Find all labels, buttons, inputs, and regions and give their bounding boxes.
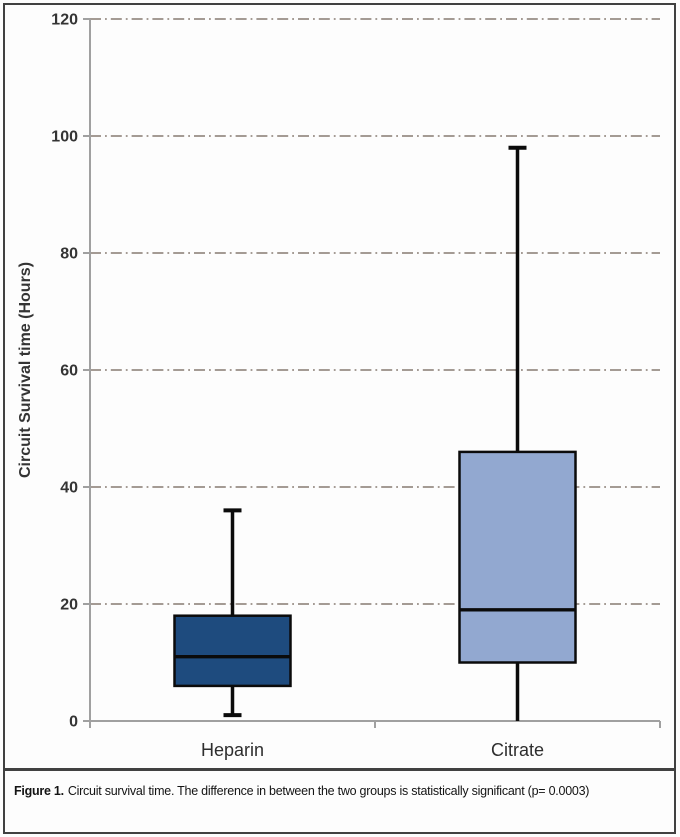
x-category-label-citrate: Citrate	[491, 740, 544, 760]
caption-label: Figure 1.	[14, 784, 64, 798]
iqr-box-citrate	[458, 450, 577, 664]
boxplot-chart: 0 20 40 60 80 100 120 Circuit Survival time (Ho…	[17, 12, 661, 760]
iqr-box-heparin	[173, 614, 292, 688]
y-tick-label-100: 100	[51, 129, 78, 146]
y-tick-label-40: 40	[60, 480, 78, 497]
caption-text: Circuit survival time. The difference in…	[67, 784, 590, 798]
y-tick-label-60: 60	[60, 363, 78, 380]
box-group-heparin	[173, 508, 292, 718]
figure-caption: Figure 1. Circuit survival time. The diff…	[6, 771, 674, 831]
caption-divider	[4, 768, 675, 771]
y-tick-label-0: 0	[69, 714, 78, 731]
x-category-label-heparin: Heparin	[201, 740, 264, 760]
y-tick-label-80: 80	[60, 246, 78, 263]
y-tick-label-120: 120	[51, 12, 78, 29]
y-tick-label-20: 20	[60, 597, 78, 614]
y-axis-title: Circuit Survival time (Hours)	[17, 262, 34, 478]
box-group-citrate	[458, 145, 577, 721]
